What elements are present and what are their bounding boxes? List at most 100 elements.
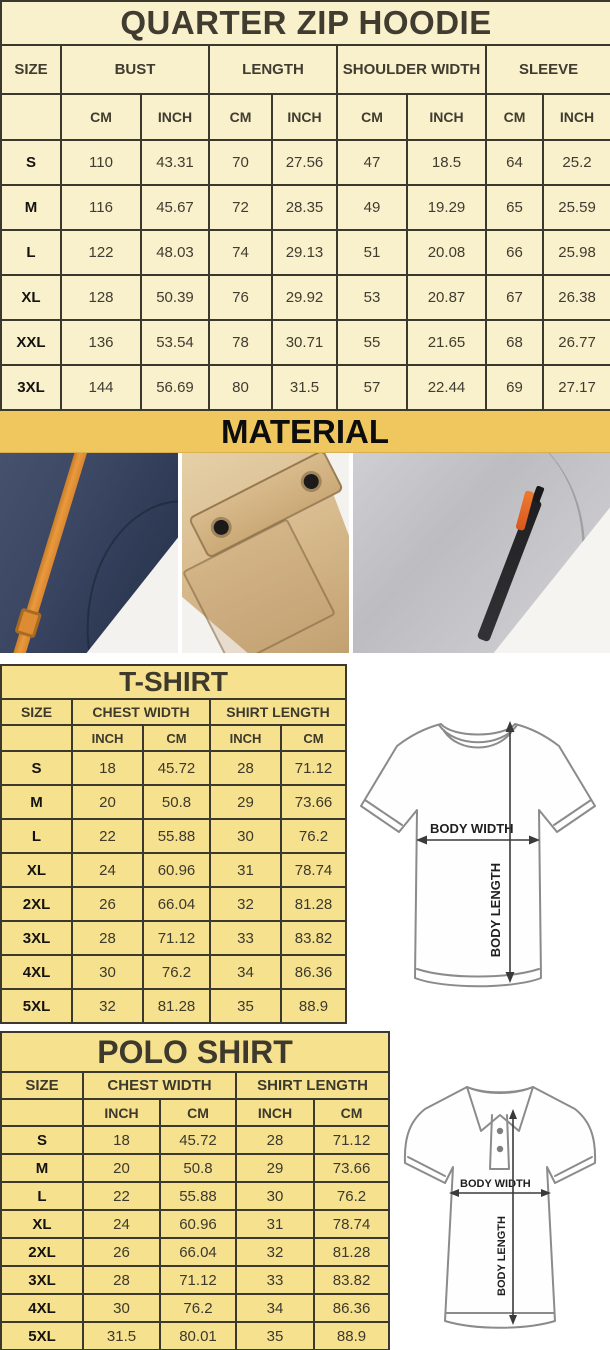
table-row: 3XL 28 71.12 33 83.82 xyxy=(0,920,348,956)
value-cell: 18 xyxy=(82,1125,161,1155)
value-cell: 18.5 xyxy=(406,139,487,186)
value-cell: 56.69 xyxy=(140,364,210,411)
orange-drawstring xyxy=(5,453,91,653)
unit-header-inch: INCH xyxy=(235,1098,315,1127)
value-cell: 136 xyxy=(60,319,142,366)
value-cell: 30 xyxy=(235,1181,315,1211)
value-cell: 64 xyxy=(485,139,544,186)
value-cell: 29.13 xyxy=(271,229,338,276)
value-cell: 83.82 xyxy=(312,1265,391,1295)
col-header-size: SIZE xyxy=(0,1071,84,1100)
value-cell: 28 xyxy=(71,920,144,956)
value-cell: 29 xyxy=(209,784,282,820)
size-cell: M xyxy=(0,184,62,231)
value-cell: 71.12 xyxy=(279,750,348,786)
size-cell: 5XL xyxy=(0,988,73,1024)
value-cell: 81.28 xyxy=(142,988,211,1024)
material-photo-gray-fleece-zip xyxy=(353,453,610,653)
unit-header-cm: CM xyxy=(159,1098,237,1127)
polo-table-title: POLO SHIRT xyxy=(0,1031,391,1073)
value-cell: 128 xyxy=(60,274,142,321)
value-cell: 78 xyxy=(208,319,273,366)
value-cell: 26 xyxy=(71,886,144,922)
material-photo-navy-fleece xyxy=(0,453,178,653)
value-cell: 67 xyxy=(485,274,544,321)
value-cell: 45.72 xyxy=(142,750,211,786)
value-cell: 48.03 xyxy=(140,229,210,276)
value-cell: 26 xyxy=(82,1237,161,1267)
value-cell: 20 xyxy=(71,784,144,820)
table-row: 5XL 32 81.28 35 88.9 xyxy=(0,988,348,1024)
col-header-sleeve: SLEEVE xyxy=(484,44,610,95)
value-cell: 30 xyxy=(82,1293,161,1323)
unit-header-inch: INCH xyxy=(406,93,487,141)
value-cell: 55.88 xyxy=(142,818,211,854)
value-cell: 31.5 xyxy=(271,364,338,411)
body-width-label: BODY WIDTH xyxy=(460,1178,531,1190)
unit-header-inch: INCH xyxy=(271,93,338,141)
value-cell: 29 xyxy=(235,1153,315,1183)
value-cell: 55.88 xyxy=(159,1181,237,1211)
value-cell: 83.82 xyxy=(279,920,348,956)
polo-section: POLO SHIRT SIZE CHEST WIDTH SHIRT LENGTH… xyxy=(0,1031,610,1350)
unit-header-cm: CM xyxy=(208,93,273,141)
table-row: 2XL 26 66.04 32 81.28 xyxy=(0,886,348,922)
col-header-length: LENGTH xyxy=(208,44,338,95)
unit-header-empty xyxy=(0,93,62,141)
value-cell: 71.12 xyxy=(159,1265,237,1295)
size-cell: S xyxy=(0,139,62,186)
value-cell: 122 xyxy=(60,229,142,276)
value-cell: 71.12 xyxy=(312,1125,391,1155)
value-cell: 80.01 xyxy=(159,1321,237,1350)
value-cell: 26.38 xyxy=(541,274,610,321)
body-length-label: BODY LENGTH xyxy=(488,863,503,957)
value-cell: 50.8 xyxy=(159,1153,237,1183)
table-row: 2XL 26 66.04 32 81.28 xyxy=(0,1237,391,1267)
value-cell: 78.74 xyxy=(312,1209,391,1239)
value-cell: 76.2 xyxy=(142,954,211,990)
col-header-shirt-length: SHIRT LENGTH xyxy=(208,698,348,726)
table-row: S 18 45.72 28 71.12 xyxy=(0,750,348,786)
size-cell: M xyxy=(0,784,73,820)
value-cell: 81.28 xyxy=(312,1237,391,1267)
unit-header-inch: INCH xyxy=(71,724,144,752)
value-cell: 57 xyxy=(336,364,408,411)
value-cell: 31 xyxy=(209,852,282,888)
table-row: M 20 50.8 29 73.66 xyxy=(0,1153,391,1183)
value-cell: 25.98 xyxy=(541,229,610,276)
value-cell: 35 xyxy=(235,1321,315,1350)
size-cell: S xyxy=(0,1125,84,1155)
value-cell: 25.2 xyxy=(541,139,610,186)
snap-button xyxy=(211,517,232,538)
snap-button xyxy=(301,471,322,492)
value-cell: 60.96 xyxy=(159,1209,237,1239)
value-cell: 20.87 xyxy=(406,274,487,321)
value-cell: 66.04 xyxy=(159,1237,237,1267)
tshirt-diagram: BODY WIDTH BODY LENGTH xyxy=(359,721,596,988)
polo-unit-header-row: INCH CM INCH CM xyxy=(0,1098,391,1127)
value-cell: 65 xyxy=(485,184,544,231)
value-cell: 27.17 xyxy=(541,364,610,411)
col-header-size: SIZE xyxy=(0,44,62,95)
size-cell: L xyxy=(0,1181,84,1211)
hoodie-table-body: S 110 43.31 70 27.56 47 18.5 64 25.2 M 116 45.67 72 2… xyxy=(0,139,610,411)
material-photo-row xyxy=(0,453,610,653)
table-row: M 20 50.8 29 73.66 xyxy=(0,784,348,820)
value-cell: 73.66 xyxy=(279,784,348,820)
polo-title-row: POLO SHIRT xyxy=(0,1031,391,1073)
hoodie-group-header-row: SIZE BUST LENGTH SHOULDER WIDTH SLEEVE xyxy=(0,44,610,95)
polo-diagram-area: BODY WIDTH BODY LENGTH xyxy=(390,1031,610,1343)
size-cell: M xyxy=(0,1153,84,1183)
unit-header-inch: INCH xyxy=(82,1098,161,1127)
table-row: XL 24 60.96 31 78.74 xyxy=(0,1209,391,1239)
unit-header-cm: CM xyxy=(142,724,211,752)
value-cell: 71.12 xyxy=(142,920,211,956)
size-cell: XL xyxy=(0,852,73,888)
table-row: S 110 43.31 70 27.56 47 18.5 64 25.2 xyxy=(0,139,610,186)
size-cell: XL xyxy=(0,274,62,321)
table-row: L 122 48.03 74 29.13 51 20.08 66 25.98 xyxy=(0,229,610,276)
value-cell: 88.9 xyxy=(279,988,348,1024)
col-header-size: SIZE xyxy=(0,698,73,726)
tshirt-section: T-SHIRT SIZE CHEST WIDTH SHIRT LENGTH IN… xyxy=(0,664,610,1024)
